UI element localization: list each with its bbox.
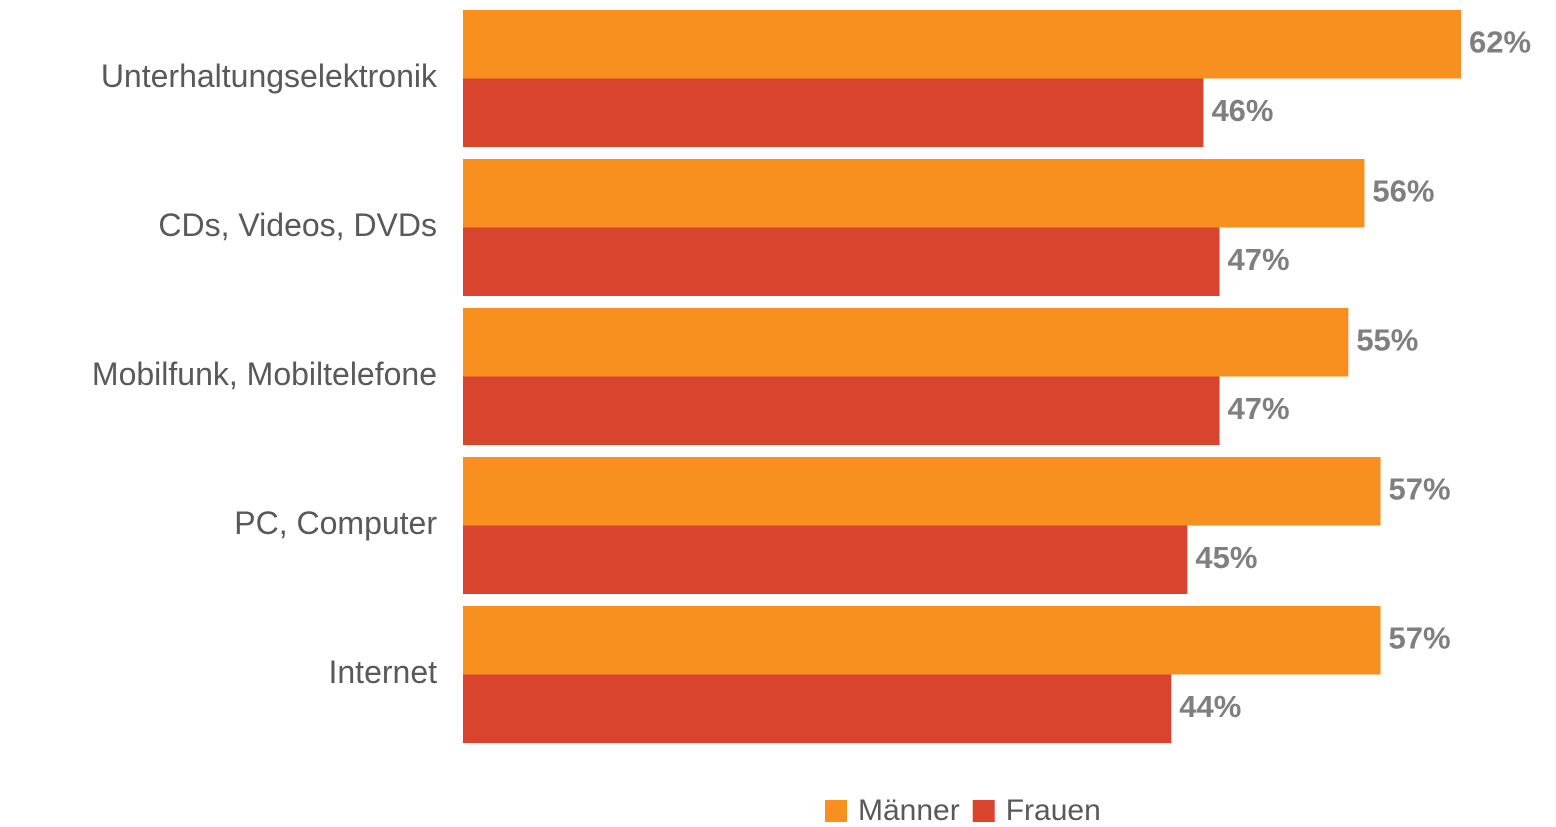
value-label: 47% xyxy=(1228,242,1290,277)
bar xyxy=(463,376,1220,445)
bar xyxy=(463,159,1365,228)
bar xyxy=(463,525,1188,594)
value-label: 62% xyxy=(1469,24,1531,59)
value-label: 56% xyxy=(1372,173,1434,208)
bar xyxy=(463,10,1461,79)
bar xyxy=(463,227,1220,296)
legend-swatch xyxy=(972,800,995,822)
legend-label: Frauen xyxy=(1006,794,1101,827)
category-label: CDs, Videos, DVDs xyxy=(158,207,437,243)
value-label: 57% xyxy=(1389,620,1451,655)
legend-label: Männer xyxy=(858,794,960,827)
bar xyxy=(463,308,1349,377)
bar xyxy=(463,457,1381,526)
category-label: Mobilfunk, Mobiltelefone xyxy=(92,356,437,392)
bar xyxy=(463,78,1204,147)
value-label: 45% xyxy=(1195,540,1257,575)
value-label: 44% xyxy=(1179,689,1241,724)
legend-swatch xyxy=(825,800,847,822)
category-label: PC, Computer xyxy=(234,505,437,541)
bar xyxy=(463,674,1172,743)
value-label: 55% xyxy=(1356,322,1418,357)
value-label: 47% xyxy=(1228,391,1290,426)
category-label: Internet xyxy=(328,654,437,690)
value-label: 57% xyxy=(1389,471,1451,506)
category-label: Unterhaltungselektronik xyxy=(101,58,438,94)
value-label: 46% xyxy=(1211,93,1273,128)
bar xyxy=(463,606,1381,675)
